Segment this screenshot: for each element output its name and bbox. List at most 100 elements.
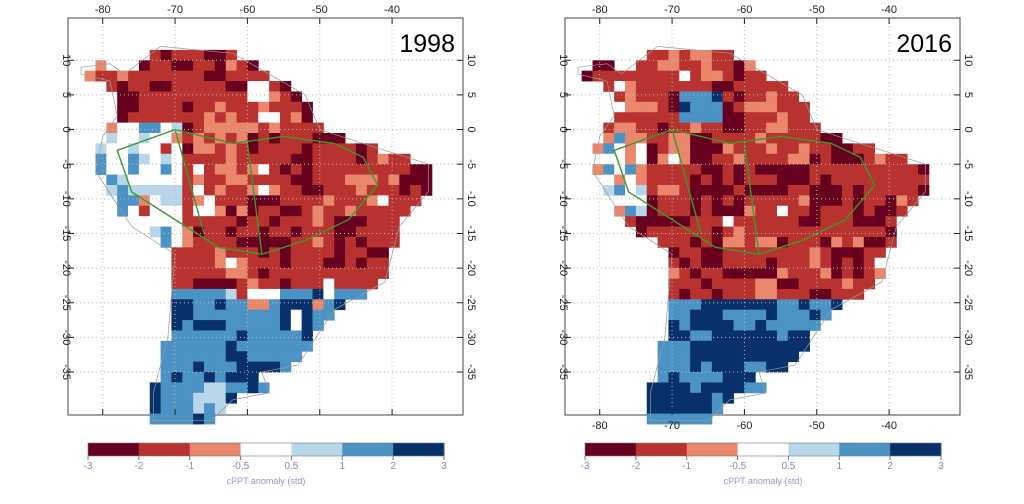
anomaly-cell xyxy=(798,153,810,165)
anomaly-cell xyxy=(755,184,767,196)
anomaly-cell xyxy=(247,226,259,238)
anomaly-cell xyxy=(776,174,789,186)
anomaly-cell xyxy=(182,320,194,331)
anomaly-cell xyxy=(214,49,227,61)
lat-label: 10 xyxy=(557,54,569,66)
anomaly-cell xyxy=(258,340,270,352)
anomaly-cell xyxy=(679,278,691,290)
anomaly-cell xyxy=(106,70,118,82)
anomaly-cell xyxy=(236,122,248,134)
anomaly-cell xyxy=(852,278,865,290)
anomaly-cell xyxy=(269,299,281,311)
anomaly-cell xyxy=(787,122,800,134)
anomaly-cell xyxy=(809,174,821,186)
anomaly-cell xyxy=(279,112,292,124)
anomaly-cell xyxy=(193,288,205,300)
anomaly-cell xyxy=(701,153,713,165)
anomaly-cell xyxy=(896,174,908,186)
anomaly-cell xyxy=(160,392,172,404)
anomaly-cell xyxy=(269,320,281,331)
anomaly-cell xyxy=(787,143,800,155)
anomaly-cell xyxy=(182,216,194,227)
anomaly-cell xyxy=(863,195,876,207)
anomaly-cell xyxy=(874,184,886,196)
anomaly-cell xyxy=(657,122,669,134)
anomaly-cell xyxy=(377,205,389,217)
anomaly-cell xyxy=(204,403,216,415)
anomaly-cell xyxy=(776,205,789,217)
anomaly-cell xyxy=(312,143,324,155)
anomaly-cell xyxy=(95,143,107,155)
anomaly-cell xyxy=(722,299,734,311)
anomaly-cell xyxy=(744,101,756,113)
anomaly-cell xyxy=(722,60,734,72)
anomaly-cell xyxy=(614,184,626,196)
anomaly-cell xyxy=(625,205,637,217)
anomaly-cell xyxy=(733,174,745,186)
anomaly-cell xyxy=(701,382,713,394)
anomaly-cell xyxy=(809,278,821,290)
anomaly-cell xyxy=(820,153,832,165)
anomaly-cell xyxy=(842,226,854,238)
anomaly-cell xyxy=(787,268,800,279)
anomaly-cell xyxy=(625,143,637,155)
anomaly-cell xyxy=(312,133,324,144)
anomaly-cell xyxy=(247,101,259,113)
anomaly-cell xyxy=(160,361,172,373)
anomaly-cell xyxy=(171,195,183,207)
anomaly-cell xyxy=(646,413,659,425)
anomaly-cell xyxy=(312,184,324,196)
anomaly-cell xyxy=(701,372,713,383)
anomaly-cell xyxy=(733,278,745,290)
anomaly-cell xyxy=(820,288,832,300)
anomaly-cell xyxy=(128,91,140,103)
anomaly-cell xyxy=(635,101,648,113)
anomaly-cell xyxy=(279,299,292,311)
anomaly-cell xyxy=(193,299,205,311)
anomaly-cell xyxy=(896,184,908,196)
anomaly-cell xyxy=(646,49,659,61)
anomaly-cell xyxy=(690,164,702,175)
anomaly-cell xyxy=(776,340,789,352)
anomaly-cell xyxy=(831,153,843,165)
anomaly-cell xyxy=(842,247,854,259)
anomaly-cell xyxy=(668,257,680,269)
colorbar-bin xyxy=(138,443,191,456)
anomaly-cell xyxy=(711,288,724,300)
anomaly-cell xyxy=(269,226,281,238)
anomaly-cell xyxy=(117,122,129,134)
anomaly-cell xyxy=(733,340,745,352)
anomaly-cell xyxy=(722,382,734,394)
anomaly-cell xyxy=(225,153,237,165)
anomaly-cell xyxy=(323,309,335,321)
anomaly-cell xyxy=(290,299,303,311)
anomaly-cell xyxy=(214,164,227,175)
basin-outline xyxy=(116,128,379,255)
anomaly-cell xyxy=(301,195,313,207)
anomaly-cell xyxy=(366,143,379,155)
anomaly-cell xyxy=(657,351,669,363)
anomaly-cell xyxy=(657,340,669,352)
anomaly-cell xyxy=(290,309,303,321)
lat-label: -35 xyxy=(962,364,974,380)
anomaly-cell xyxy=(852,288,865,300)
anomaly-cell xyxy=(301,278,313,290)
anomaly-cell xyxy=(755,361,767,373)
anomaly-cell xyxy=(690,257,702,269)
anomaly-cell xyxy=(214,299,227,311)
anomaly-cell xyxy=(711,184,724,196)
anomaly-cell xyxy=(214,133,227,144)
anomaly-cell xyxy=(766,340,778,352)
anomaly-cell xyxy=(701,60,713,72)
anomaly-cell xyxy=(214,236,227,248)
anomaly-cell xyxy=(679,112,691,124)
anomaly-cell xyxy=(787,153,800,165)
anomaly-cell xyxy=(657,205,669,217)
anomaly-cell xyxy=(182,91,194,103)
anomaly-cell xyxy=(388,174,400,186)
anomaly-cell xyxy=(182,81,194,92)
anomaly-cell xyxy=(269,278,281,290)
anomaly-cell xyxy=(907,164,919,175)
anomaly-cell xyxy=(171,288,183,300)
anomaly-cell xyxy=(214,216,227,227)
